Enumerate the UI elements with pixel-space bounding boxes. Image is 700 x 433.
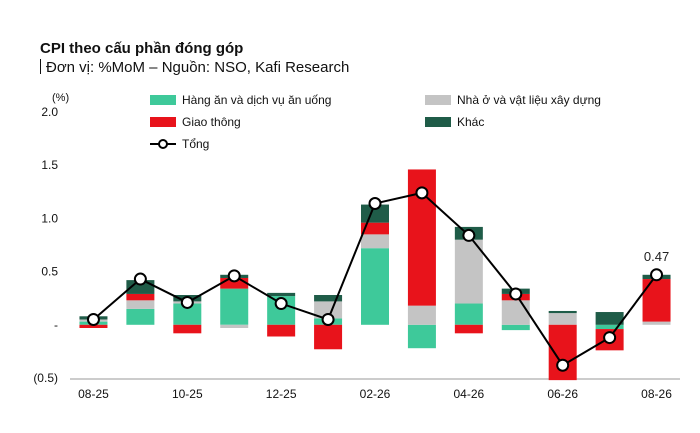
bar-segment	[548, 310, 577, 314]
bar-segment	[361, 248, 389, 325]
bar-segment	[220, 288, 249, 325]
y-tick-label: 1.0	[41, 211, 58, 225]
bar-segment	[79, 324, 108, 328]
bar-segment	[361, 234, 389, 249]
x-tick-label: 04-26	[453, 387, 484, 401]
chart-title: CPI theo cấu phần đóng góp	[40, 40, 244, 57]
total-point	[86, 312, 100, 326]
subtitle-divider	[40, 59, 41, 74]
x-tick-label: 06-26	[547, 387, 578, 401]
bar-segment	[314, 301, 343, 319]
total-point	[556, 358, 570, 372]
bar-segment	[314, 295, 343, 302]
total-point	[509, 287, 523, 301]
bar-segment	[595, 324, 624, 330]
y-axis-unit: (%)	[52, 92, 69, 104]
data-label: 0.47	[644, 249, 669, 264]
bar-segment	[267, 324, 296, 337]
x-tick-label: 08-25	[78, 387, 109, 401]
total-point	[368, 197, 382, 211]
bar-segment	[126, 308, 155, 325]
bar-segment	[407, 305, 436, 325]
total-point	[462, 228, 476, 242]
subtitle-text: Đơn vị: %MoM – Nguồn: NSO, Kafi Research	[46, 59, 350, 76]
bar-segment	[173, 303, 202, 325]
total-point	[227, 269, 241, 283]
bar-segment	[126, 300, 155, 309]
legend-label: Hàng ăn và dịch vụ ăn uống	[182, 93, 331, 107]
total-line-group: 0.47	[86, 186, 669, 372]
bar-segment	[454, 303, 483, 325]
bar-segment	[548, 313, 577, 325]
legend-marker	[158, 139, 168, 149]
x-tick-label: 08-26	[641, 387, 672, 401]
bars-group	[79, 169, 671, 381]
total-point	[274, 297, 288, 311]
y-tick-label: (0.5)	[33, 371, 58, 385]
bar-segment	[361, 222, 389, 235]
legend-label: Tổng	[182, 137, 209, 151]
bar-segment	[642, 279, 671, 322]
bar-segment	[454, 324, 483, 334]
y-tick-label: 0.5	[41, 265, 58, 279]
chart-subtitle: Đơn vị: %MoM – Nguồn: NSO, Kafi Research	[40, 59, 349, 76]
bar-segment	[314, 324, 343, 350]
bar-segment	[407, 324, 436, 349]
bar-segment	[220, 277, 249, 289]
bar-segment	[220, 324, 249, 328]
bar-segment	[548, 324, 577, 381]
axis-group: (%) (0.5) - 0.5 1.0 1.5 2.0 08-25 10-25 12-25 02-2…	[33, 92, 680, 401]
total-point	[133, 272, 147, 286]
legend-swatch	[425, 117, 451, 127]
legend-label: Khác	[457, 115, 484, 129]
total-point	[650, 268, 664, 282]
y-tick-label: -	[54, 318, 58, 332]
legend-swatch	[425, 95, 451, 105]
legend: Hàng ăn và dịch vụ ăn uống Nhà ở và vật l…	[150, 93, 601, 151]
y-tick-label: 1.5	[41, 158, 58, 172]
bar-segment	[501, 300, 530, 325]
x-tick-label: 02-26	[360, 387, 391, 401]
y-tick-label: 2.0	[41, 105, 58, 119]
x-tick-label: 12-25	[266, 387, 297, 401]
total-point	[180, 295, 194, 309]
total-point	[603, 331, 617, 345]
bar-segment	[126, 293, 155, 301]
legend-label: Nhà ở và vật liệu xây dựng	[457, 93, 601, 107]
legend-swatch	[150, 117, 176, 127]
bar-segment	[501, 324, 530, 331]
total-point	[321, 312, 335, 326]
bar-segment	[267, 292, 296, 297]
bar-segment	[361, 204, 389, 223]
bar-segment	[642, 321, 671, 325]
bar-segment	[595, 312, 624, 325]
bar-segment	[454, 239, 483, 304]
legend-label: Giao thông	[182, 115, 241, 129]
total-point	[415, 186, 429, 200]
bar-segment	[173, 324, 202, 334]
legend-swatch	[150, 95, 176, 105]
x-tick-label: 10-25	[172, 387, 203, 401]
